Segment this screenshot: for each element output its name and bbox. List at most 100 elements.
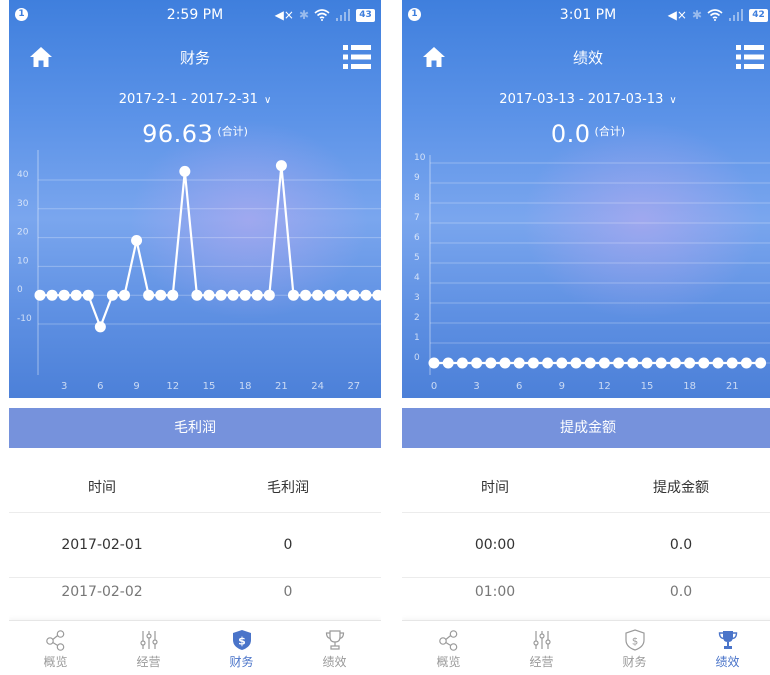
list-menu-icon[interactable] [736, 44, 764, 70]
home-icon[interactable] [422, 46, 446, 68]
hero-panel [9, 0, 381, 398]
data-point [669, 357, 681, 369]
battery-level: 42 [749, 8, 768, 22]
data-point [428, 357, 440, 369]
cell-time: 00:00 [474, 537, 516, 553]
phone-screen-finance: 1 2:59 PM ◀× ✱ 43 财务 2017-2-1 - 2017-2-3… [9, 0, 381, 675]
tab-overview[interactable]: 概览 [9, 621, 102, 675]
data-point [471, 357, 483, 369]
data-point [263, 289, 275, 301]
column-header-value: 毛利润 [267, 480, 309, 496]
date-range-picker[interactable]: 2017-03-13 - 2017-03-13 ∨ [402, 92, 770, 107]
x-tick-label: 12 [598, 381, 611, 392]
x-tick-label: 21 [275, 381, 288, 392]
page-title: 财务 [179, 49, 210, 67]
tab-performance[interactable]: 绩效 [288, 621, 381, 675]
tab-label: 绩效 [715, 655, 740, 669]
notification-badge: 1 [408, 8, 421, 21]
data-point [287, 289, 299, 301]
total-summary: 0.0 (合计) [402, 120, 770, 148]
tab-operations[interactable]: 经营 [102, 621, 195, 675]
data-point [499, 357, 511, 369]
x-tick-label: 0 [431, 381, 437, 392]
tab-finance[interactable]: $ 财务 [195, 621, 288, 675]
hero-panel [402, 0, 770, 398]
y-tick-label: 9 [414, 173, 420, 183]
tab-performance[interactable]: 绩效 [681, 621, 770, 675]
data-point [179, 165, 191, 177]
x-tick-label: 21 [726, 381, 739, 392]
x-tick-label: 6 [97, 381, 103, 392]
mute-icon: ◀× [274, 8, 294, 22]
data-point [203, 289, 215, 301]
cell-value: 0 [283, 584, 293, 600]
y-tick-label: 0 [414, 353, 420, 363]
data-point [94, 321, 106, 333]
data-point [542, 357, 554, 369]
table-row[interactable]: 2017-02-01 0 [9, 513, 381, 578]
phone-screen-performance: 1 3:01 PM ◀× ✱ 42 绩效 2017-03-13 - 2017-0… [402, 0, 770, 675]
total-value: 96.63 [142, 120, 214, 148]
x-tick-label: 3 [61, 381, 67, 392]
bottom-tab-bar: 概览 经营 $ 财务 绩效 [402, 620, 770, 675]
x-tick-label: 9 [133, 381, 139, 392]
tab-overview[interactable]: 概览 [402, 621, 495, 675]
x-tick-label: 15 [641, 381, 654, 392]
total-value: 0.0 [550, 120, 591, 148]
status-time: 3:01 PM [559, 7, 617, 23]
list-menu-icon[interactable] [343, 44, 371, 70]
status-bar: 1 2:59 PM ◀× ✱ 43 [9, 0, 381, 30]
data-point [348, 289, 360, 301]
data-point [613, 357, 625, 369]
notification-badge: 1 [15, 8, 28, 21]
wifi-icon [707, 9, 723, 21]
home-icon[interactable] [29, 46, 53, 68]
y-tick-label: 4 [414, 273, 420, 283]
data-point [46, 289, 58, 301]
sliders-icon [139, 631, 158, 649]
y-tick-label: 1 [414, 333, 420, 343]
signal-icon [729, 9, 743, 21]
total-unit: (合计) [594, 125, 626, 138]
date-range-picker[interactable]: 2017-2-1 - 2017-2-31 ∨ [9, 92, 381, 107]
table-row[interactable]: 00:00 0.0 [402, 513, 770, 578]
column-header-value: 提成金额 [653, 480, 709, 496]
data-point [556, 357, 568, 369]
bottom-tab-bar: 概览 经营 $ 财务 绩效 [9, 620, 381, 675]
data-table: 时间 毛利润 2017-02-01 0 2017-02-02 0 [9, 448, 381, 618]
section-header: 提成金额 [402, 408, 770, 448]
chevron-down-icon: ∨ [669, 95, 677, 106]
x-tick-label: 18 [239, 381, 252, 392]
data-point [300, 289, 312, 301]
cell-time: 01:00 [474, 584, 516, 600]
data-point [627, 357, 639, 369]
status-bar: 1 3:01 PM ◀× ✱ 42 [402, 0, 770, 30]
x-tick-label: 6 [516, 381, 522, 392]
signal-icon [336, 9, 350, 21]
x-tick-label: 12 [166, 381, 179, 392]
cell-value: 0 [283, 537, 293, 553]
date-range-text: 2017-2-1 - 2017-2-31 [118, 92, 258, 107]
dollar-shield-icon: $ [232, 630, 251, 650]
data-point [82, 289, 94, 301]
y-tick-label: 3 [414, 293, 420, 303]
data-point [527, 357, 539, 369]
tab-label: 财务 [229, 655, 254, 669]
table-row[interactable]: 2017-02-02 0 [9, 578, 381, 618]
tab-operations[interactable]: 经营 [495, 621, 588, 675]
tab-finance[interactable]: $ 财务 [588, 621, 681, 675]
wifi-icon [314, 9, 330, 21]
data-point [755, 357, 767, 369]
x-tick-label: 18 [683, 381, 696, 392]
y-tick-label: 6 [414, 233, 420, 243]
x-tick-label: 24 [311, 381, 324, 392]
table-row[interactable]: 01:00 0.0 [402, 578, 770, 618]
sliders-icon [532, 631, 551, 649]
y-tick-label: 20 [17, 228, 29, 238]
y-tick-label: 2 [414, 313, 420, 323]
tab-label: 财务 [622, 655, 647, 669]
y-tick-label: 0 [17, 285, 23, 295]
bluetooth-icon: ✱ [298, 8, 309, 22]
data-point [570, 357, 582, 369]
